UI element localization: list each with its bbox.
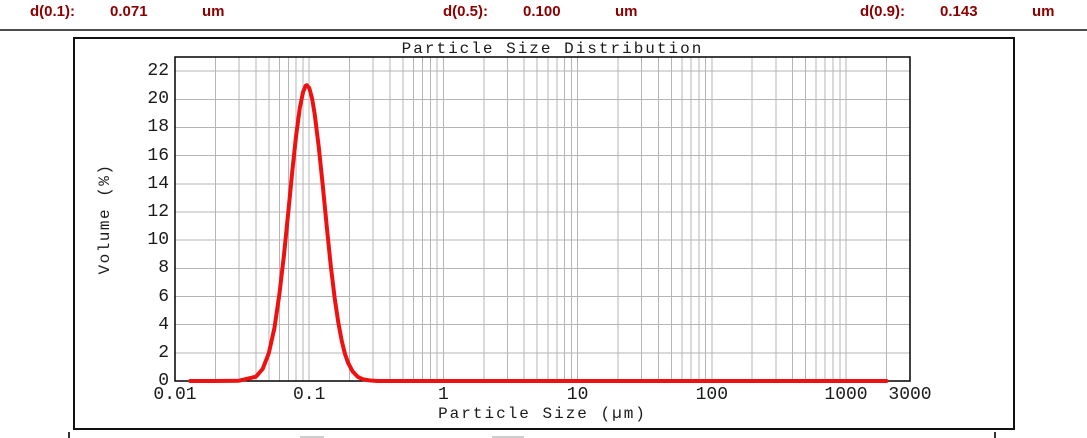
d50-value: 0.100 [523, 3, 561, 20]
d90-value: 0.143 [940, 3, 978, 20]
y-tick-label-0: 0 [158, 371, 169, 391]
y-tick-label-22: 22 [147, 61, 169, 82]
d50-unit: um [615, 3, 638, 20]
header-separator-line [0, 29, 1087, 31]
x-tick-label-3000: 3000 [888, 385, 932, 405]
x-tick-label-1000: 1000 [824, 385, 868, 405]
percentile-header: d(0.1): 0.071 um d(0.5): 0.100 um d(0.9): 0.1… [0, 3, 1087, 25]
x-tick-label-10: 10 [566, 385, 589, 405]
y-tick-label-6: 6 [158, 286, 169, 307]
x-axis-label: Particle Size (µm) [438, 405, 647, 423]
d50-label: d(0.5): [443, 3, 488, 20]
next-section-hint-1 [300, 436, 324, 438]
y-tick-label-20: 20 [147, 89, 169, 110]
y-tick-label-16: 16 [147, 145, 169, 166]
plot-border [174, 56, 911, 382]
y-tick-label-2: 2 [158, 342, 169, 363]
y-tick-label-18: 18 [147, 117, 169, 138]
x-tick-label-0.01: 0.01 [153, 385, 197, 405]
x-tick-label-0.1: 0.1 [292, 385, 326, 405]
chart-frame: Particle Size Distribution Particle Size… [73, 37, 1015, 430]
d10-label: d(0.1): [30, 3, 75, 20]
d90-label: d(0.9): [860, 3, 905, 20]
y-tick-label-8: 8 [158, 258, 169, 279]
y-tick-label-14: 14 [147, 173, 169, 194]
y-tick-label-10: 10 [147, 230, 169, 251]
next-section-edge-left [68, 432, 70, 438]
d50-group: d(0.5): 0.100 um [443, 3, 638, 20]
y-tick-label-4: 4 [158, 314, 169, 335]
y-tick-label-12: 12 [147, 202, 169, 222]
next-section-edge-right [994, 432, 996, 438]
x-tick-label-1: 1 [437, 385, 449, 405]
volume-distribution-curve [188, 83, 889, 383]
d10-unit: um [202, 3, 225, 20]
d10-group: d(0.1): 0.071 um [30, 3, 225, 20]
d10-value: 0.071 [110, 3, 148, 20]
distribution-plot [174, 56, 911, 383]
next-section-hint-2 [492, 436, 524, 438]
d90-group: d(0.9): 0.143 um [860, 3, 1055, 20]
chart-title: Particle Size Distribution [401, 40, 704, 58]
x-tick-label-100: 100 [695, 385, 728, 405]
d90-unit: um [1032, 3, 1055, 20]
